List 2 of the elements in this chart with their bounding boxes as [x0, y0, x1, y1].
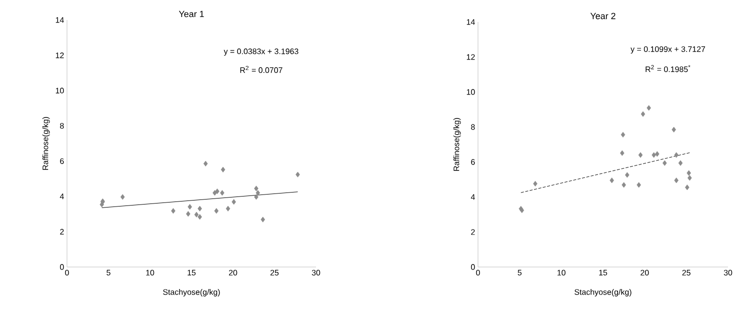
- chart-title: Year 1: [178, 10, 204, 18]
- chart-title: Year 2: [590, 12, 616, 20]
